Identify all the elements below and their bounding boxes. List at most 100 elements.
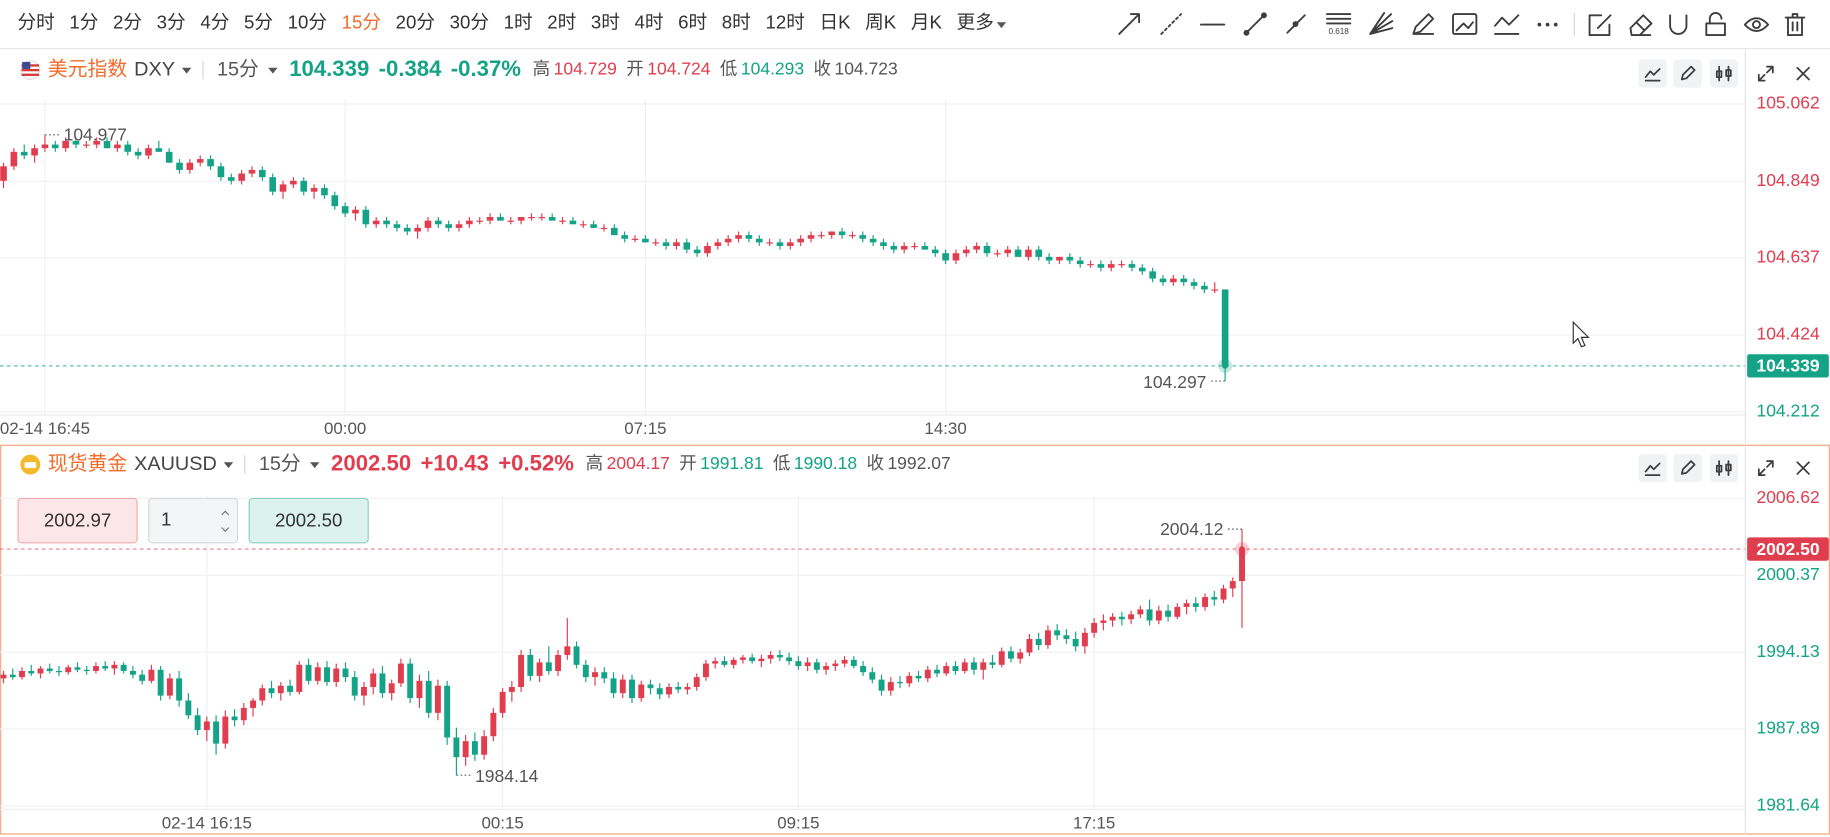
price-tag xyxy=(1747,537,1829,561)
candle-body xyxy=(702,663,709,678)
note-tool[interactable] xyxy=(1588,14,1612,37)
period-select[interactable]: 15分 xyxy=(217,58,259,80)
period-select[interactable]: 15分 xyxy=(259,453,301,475)
candle-body xyxy=(712,661,719,664)
instrument-name[interactable]: 现货黄金 xyxy=(48,453,127,475)
panel-button[interactable] xyxy=(1644,68,1661,82)
candle-body xyxy=(555,654,562,671)
quantity-input[interactable] xyxy=(148,497,239,544)
period-tab[interactable]: 2时 xyxy=(547,11,576,32)
period-tab[interactable]: 周K xyxy=(865,11,897,32)
x-tick-label: 09:15 xyxy=(777,814,819,833)
candle-body xyxy=(869,672,876,680)
chart-panel: 现货黄金 XAUUSD 15分 2002.50 +10.43 +0.52% 高 2004.17… xyxy=(0,444,1830,835)
quantity-spinner[interactable] xyxy=(221,510,230,532)
candle-body xyxy=(1220,588,1227,600)
stat-value: 104.724 xyxy=(647,59,711,79)
candle-body xyxy=(1211,289,1219,291)
quantity-value[interactable]: 1 xyxy=(161,509,171,530)
panel-button[interactable] xyxy=(1796,66,1810,81)
period-tab[interactable]: 5分 xyxy=(244,11,273,32)
candle-body xyxy=(518,654,525,687)
segment-tool[interactable] xyxy=(1245,14,1265,34)
period-tab[interactable]: 2分 xyxy=(113,11,142,32)
ray-tool[interactable] xyxy=(1160,13,1183,35)
period-tab[interactable]: 20分 xyxy=(396,11,435,32)
dropdown-caret[interactable] xyxy=(310,462,320,469)
panel-button[interactable] xyxy=(1680,65,1696,81)
instrument-name[interactable]: 美元指数 xyxy=(48,58,127,80)
sell-button[interactable] xyxy=(17,497,138,544)
candle-body xyxy=(1149,271,1156,279)
magnet-tool[interactable] xyxy=(1669,14,1688,35)
period-tab[interactable]: 12时 xyxy=(765,11,804,32)
period-tab[interactable]: 月K xyxy=(911,11,943,32)
period-tab[interactable]: 分时 xyxy=(18,11,55,32)
candle-body xyxy=(1035,638,1042,646)
lock-tool[interactable] xyxy=(1705,12,1726,37)
period-tab[interactable]: 30分 xyxy=(450,11,489,32)
buy-price[interactable]: 2002.50 xyxy=(275,510,342,531)
dropdown-caret[interactable] xyxy=(223,462,234,469)
buy-button[interactable] xyxy=(248,497,369,544)
candle-body xyxy=(569,220,577,225)
period-tab[interactable]: 8时 xyxy=(722,11,751,32)
candle-body xyxy=(704,245,711,254)
period-tab[interactable]: 1分 xyxy=(69,11,98,32)
period-tab[interactable]: 15分 xyxy=(342,11,381,32)
panel-button[interactable] xyxy=(1715,460,1732,476)
candle-body xyxy=(145,148,152,156)
candle-body xyxy=(1211,597,1218,600)
panel-button[interactable] xyxy=(1680,460,1696,475)
period-tab[interactable]: 3时 xyxy=(591,11,620,32)
sell-price[interactable]: 2002.97 xyxy=(44,510,111,531)
candle-body xyxy=(341,206,349,214)
pattern-tool[interactable] xyxy=(1494,14,1520,35)
period-tab[interactable]: 日K xyxy=(819,11,851,32)
drawing-tools[interactable]: 0.618 xyxy=(1118,12,1806,37)
period-tab[interactable]: 4分 xyxy=(200,11,229,32)
candle-body xyxy=(838,231,846,236)
fib-label: 0.618 xyxy=(1328,27,1349,36)
candle-body xyxy=(207,159,214,167)
delete-tool[interactable] xyxy=(1784,13,1806,37)
arrow-tool[interactable] xyxy=(1118,13,1141,35)
dropdown-caret[interactable] xyxy=(996,22,1007,29)
eye-tool[interactable] xyxy=(1743,17,1770,32)
panel-button[interactable] xyxy=(1796,461,1810,475)
period-tab[interactable]: 1时 xyxy=(504,11,533,32)
candle-body xyxy=(1109,616,1116,621)
candle-body xyxy=(1097,264,1105,268)
period-tab[interactable]: 4时 xyxy=(635,11,664,32)
eraser-tool[interactable] xyxy=(1629,14,1653,37)
x-tick-label: 00:00 xyxy=(324,419,366,438)
panel-button[interactable] xyxy=(1644,462,1661,476)
period-tab[interactable]: 10分 xyxy=(288,11,327,32)
stat-label: 开 xyxy=(679,453,697,473)
period-tab[interactable]: 更多 xyxy=(957,11,994,32)
candle-body xyxy=(579,224,587,226)
x-tick-label: 02-14 16:15 xyxy=(162,814,252,833)
dropdown-caret[interactable] xyxy=(181,67,192,74)
candle-body xyxy=(0,674,7,679)
instrument-symbol[interactable]: XAUUSD xyxy=(134,453,217,475)
period-tab[interactable]: 3分 xyxy=(157,11,186,32)
candle-body xyxy=(1063,635,1070,639)
panel-button[interactable] xyxy=(1715,65,1732,82)
panel-button[interactable] xyxy=(1757,460,1774,476)
more-tools[interactable] xyxy=(1537,22,1542,27)
candle-body xyxy=(471,741,478,755)
instrument-symbol[interactable]: DXY xyxy=(134,58,175,80)
period-tab[interactable]: 6时 xyxy=(678,11,707,32)
candle-body xyxy=(878,679,885,691)
image-tool[interactable] xyxy=(1452,13,1478,35)
stat-label: 开 xyxy=(626,59,643,79)
candle-body xyxy=(1044,630,1051,646)
brush-tool[interactable] xyxy=(1412,13,1435,35)
fib-tool[interactable] xyxy=(1326,13,1352,25)
panel-button[interactable] xyxy=(1757,65,1774,82)
candle-body xyxy=(393,224,401,228)
fan-tool[interactable] xyxy=(1369,12,1394,35)
dropdown-caret[interactable] xyxy=(268,67,278,74)
image-glyph xyxy=(1455,21,1474,32)
